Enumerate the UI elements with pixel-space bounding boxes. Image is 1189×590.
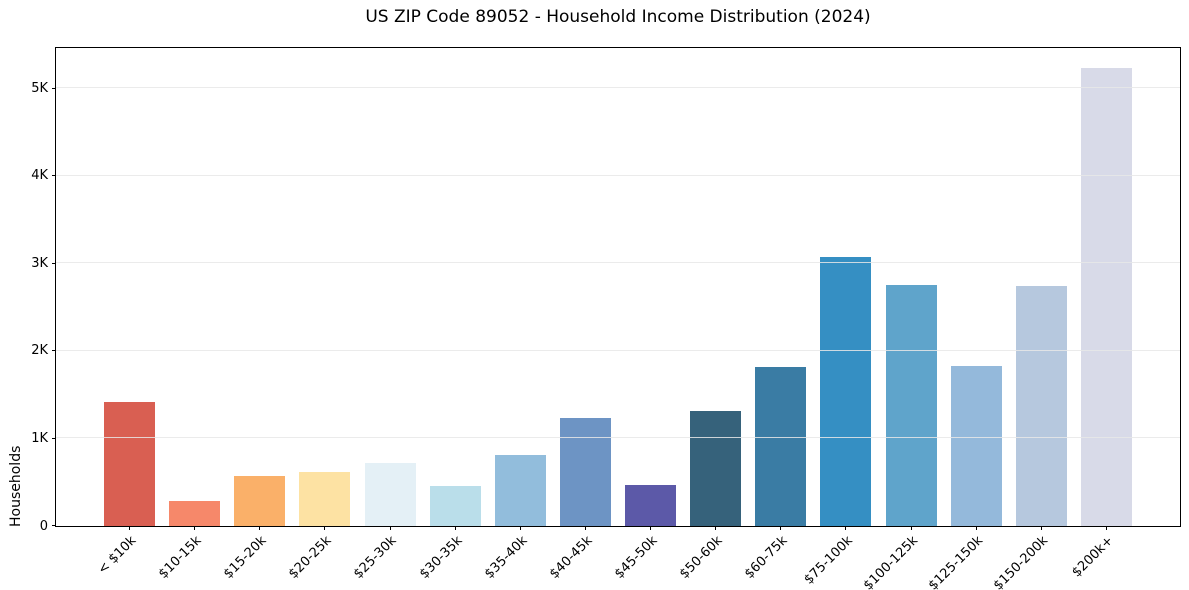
- bar-30-35k: [429, 485, 481, 526]
- y-axis-label: Households: [8, 445, 24, 527]
- x-tick: [845, 526, 847, 530]
- bar-10-15k: [169, 501, 221, 526]
- gridline: [56, 437, 1180, 439]
- x-tick-label: $25-30k: [351, 533, 400, 582]
- bar-20-25k: [299, 471, 351, 526]
- bar-50-60k: [690, 410, 742, 526]
- x-tick-label: $35-40k: [481, 533, 531, 582]
- x-tick-label: $15-20k: [221, 533, 270, 582]
- y-tick: [52, 350, 56, 352]
- y-tick-label: 2K: [31, 343, 48, 359]
- x-tick-label: $45-50k: [611, 533, 661, 582]
- y-tick: [52, 262, 56, 264]
- x-tick-label: $150-200k: [991, 533, 1052, 590]
- x-tick-label: $30-35k: [416, 533, 466, 582]
- x-tick-label: $125-150k: [925, 533, 987, 590]
- x-tick: [519, 526, 521, 530]
- x-tick: [715, 526, 717, 530]
- x-tick: [454, 526, 456, 530]
- x-tick: [259, 526, 261, 530]
- x-tick-label: $10-15k: [156, 533, 205, 582]
- x-tick: [780, 526, 782, 530]
- x-tick-label: $50-60k: [677, 533, 726, 582]
- bar-75-100k: [820, 257, 872, 526]
- bar-45-50k: [625, 484, 677, 526]
- x-tick: [1105, 526, 1107, 530]
- bar-40-45k: [559, 418, 611, 526]
- y-tick: [52, 87, 56, 89]
- chart-title: US ZIP Code 89052 - Household Income Dis…: [365, 7, 871, 27]
- bar-60-75k: [755, 367, 807, 526]
- bar-150-200k: [1015, 285, 1067, 526]
- x-tick-label: < $10k: [95, 533, 140, 578]
- y-tick-label: 0: [39, 518, 48, 534]
- gridline: [56, 349, 1180, 351]
- y-tick: [52, 175, 56, 177]
- x-tick-label: $200k+: [1069, 533, 1117, 581]
- x-tick: [975, 526, 977, 530]
- x-tick: [650, 526, 652, 530]
- x-tick-label: $20-25k: [286, 533, 335, 582]
- bar-125-150k: [950, 365, 1002, 526]
- x-tick: [389, 526, 391, 530]
- bar-100-125k: [885, 284, 937, 526]
- y-tick: [52, 437, 56, 439]
- bar-15-20k: [234, 476, 286, 526]
- y-tick: [52, 525, 56, 526]
- gridline: [56, 174, 1180, 176]
- x-tick: [324, 526, 326, 530]
- x-tick: [910, 526, 912, 530]
- bar-200k: [1080, 68, 1132, 526]
- y-tick-label: 4K: [31, 168, 48, 184]
- bar-35-40k: [494, 454, 546, 526]
- x-tick-label: $75-100k: [801, 533, 856, 588]
- y-tick-label: 5K: [31, 80, 48, 96]
- x-tick: [1040, 526, 1042, 530]
- y-tick-label: 3K: [31, 255, 48, 271]
- gridline: [56, 262, 1180, 264]
- bar-25-30k: [364, 462, 416, 526]
- gridline: [56, 87, 1180, 89]
- x-tick-label: $40-45k: [546, 533, 596, 582]
- x-tick: [194, 526, 196, 530]
- plot-area: < $10k $10-15k $15-20k $20-25k $25-30k $30-35…: [31, 47, 1181, 590]
- x-tick: [584, 526, 586, 530]
- x-tick-label: $60-75k: [742, 533, 791, 582]
- y-tick-label: 1K: [31, 430, 48, 446]
- x-tick-label: $100-125k: [860, 533, 921, 590]
- x-tick: [129, 526, 131, 530]
- bar-10k: [104, 401, 156, 526]
